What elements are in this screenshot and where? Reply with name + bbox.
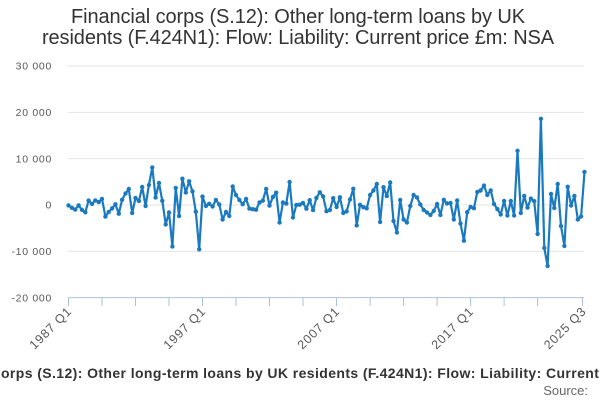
svg-text:2017 Q1: 2017 Q1: [429, 304, 477, 352]
svg-text:10 000: 10 000: [16, 153, 52, 165]
svg-text:2007 Q1: 2007 Q1: [295, 304, 343, 352]
svg-text:0: 0: [45, 200, 52, 212]
svg-text:30 000: 30 000: [16, 61, 52, 73]
svg-text:2025 Q3: 2025 Q3: [541, 304, 589, 352]
svg-text:1997 Q1: 1997 Q1: [161, 304, 209, 352]
svg-text:-10 000: -10 000: [11, 246, 52, 258]
svg-text:-20 000: -20 000: [11, 292, 52, 304]
svg-text:20 000: 20 000: [16, 107, 52, 119]
svg-text:1987 Q1: 1987 Q1: [27, 304, 75, 352]
